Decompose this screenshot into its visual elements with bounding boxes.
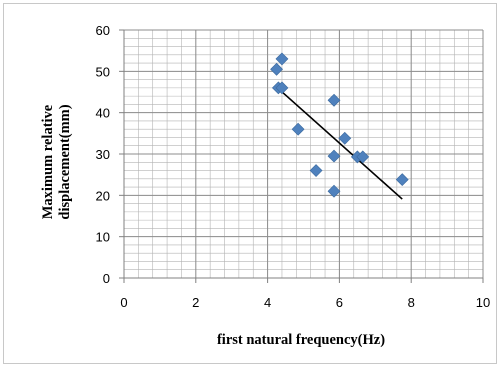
data-point — [327, 93, 341, 107]
x-tick-label: 0 — [120, 295, 127, 310]
data-points — [270, 52, 409, 198]
x-tick-label: 10 — [476, 295, 490, 310]
y-axis-title-line-1: Maximum relative — [40, 104, 56, 219]
major-gridlines — [124, 29, 484, 278]
y-axis-title-line-2: displacement(mm) — [57, 104, 73, 219]
x-tick-label: 6 — [336, 295, 343, 310]
data-point — [270, 62, 283, 76]
data-point — [327, 184, 341, 198]
trendline-layer — [276, 86, 403, 200]
tick-labels: 0 2 4 6 8 10 0 10 20 30 40 50 60 — [96, 23, 491, 310]
x-tick-label: 2 — [192, 295, 199, 310]
data-point — [291, 122, 305, 136]
y-tick-label: 10 — [96, 230, 110, 245]
data-point — [275, 52, 289, 66]
y-tick-label: 60 — [96, 23, 110, 38]
data-point — [327, 149, 341, 163]
x-axis-title: first natural frequency(Hz) — [217, 332, 385, 348]
data-point — [309, 164, 323, 177]
data-point — [395, 173, 409, 187]
y-axis-title: Maximum relative displacement(mm) — [40, 104, 73, 219]
y-tick-label: 0 — [103, 271, 110, 286]
y-tick-label: 50 — [96, 64, 110, 79]
data-point — [356, 150, 370, 164]
y-tick-label: 20 — [96, 188, 110, 203]
trendline — [276, 86, 403, 200]
data-point — [338, 131, 352, 145]
y-tick-label: 30 — [96, 147, 110, 162]
data-point — [275, 81, 289, 95]
axes — [119, 29, 484, 283]
x-tick-label: 4 — [264, 295, 271, 310]
x-tick-label: 8 — [408, 295, 415, 310]
y-tick-label: 40 — [96, 106, 110, 121]
